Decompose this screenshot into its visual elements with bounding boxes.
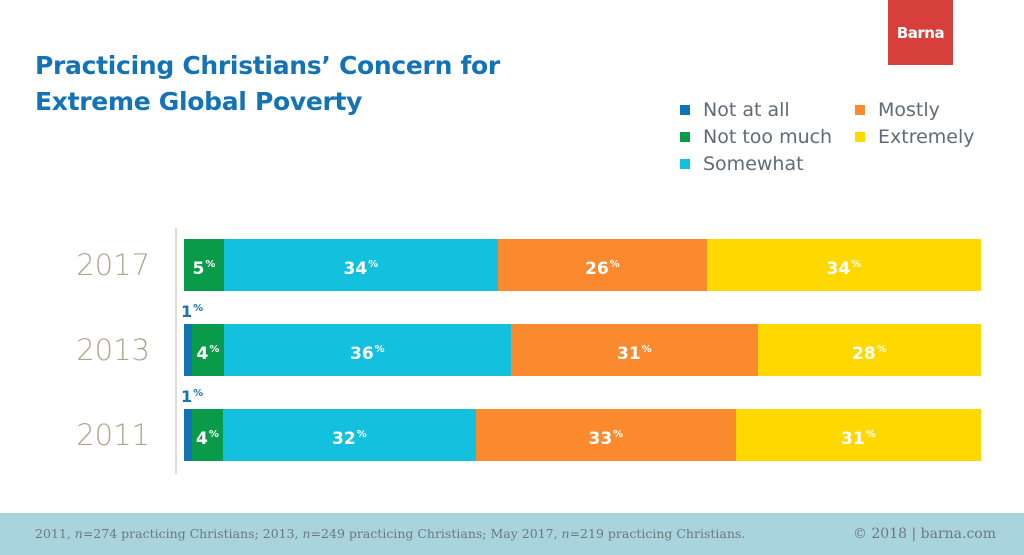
bar-segment: 28% xyxy=(758,324,981,376)
data-label: 33% xyxy=(588,429,624,449)
data-label: 32% xyxy=(332,429,367,449)
data-label: 4% xyxy=(196,429,219,449)
legend-label: Not at all xyxy=(703,99,790,121)
stacked-bar: 4% 32% 33% 31% xyxy=(184,409,981,461)
footnote-segment: n xyxy=(302,526,311,541)
bar-segment xyxy=(184,324,192,376)
sample-footnote: 2011, n=274 practicing Christians; 2013,… xyxy=(35,513,745,555)
bar-segment: 33% xyxy=(476,409,736,461)
legend-item: Not at all xyxy=(680,97,790,123)
data-label: 4% xyxy=(196,344,220,364)
stacked-bar: 5% 34% 26% 34% xyxy=(184,239,981,291)
data-label: 31% xyxy=(841,429,876,449)
category-label: 2013 xyxy=(76,333,150,367)
data-label: 36% xyxy=(350,344,385,364)
data-label: 31% xyxy=(617,344,652,364)
data-label-small: 1% xyxy=(181,302,204,321)
bar-segment xyxy=(184,409,192,461)
chart-title-line-2: Extreme Global Poverty xyxy=(35,87,363,116)
legend-item: Somewhat xyxy=(680,151,804,177)
bar-segment: 34% xyxy=(707,239,981,291)
legend-label: Mostly xyxy=(878,99,940,121)
bar-segment: 36% xyxy=(224,324,511,376)
bar-segment: 32% xyxy=(223,409,476,461)
legend-item: Not too much xyxy=(680,124,832,150)
bar-segment: 31% xyxy=(736,409,981,461)
legend-swatch xyxy=(680,132,690,142)
category-axis-line xyxy=(175,228,177,474)
chart-title: Practicing Christians’ Concern for Extre… xyxy=(35,48,595,120)
legend-swatch xyxy=(680,159,690,169)
chart-title-line-1: Practicing Christians’ Concern for xyxy=(35,51,500,80)
bar-segment: 26% xyxy=(498,239,707,291)
legend-swatch xyxy=(855,132,865,142)
legend-swatch xyxy=(855,105,865,115)
bar-segment: 31% xyxy=(511,324,758,376)
legend-swatch xyxy=(680,105,690,115)
footnote-segment: =249 practicing Christians; May 2017, xyxy=(310,526,562,541)
legend-label: Not too much xyxy=(703,126,833,148)
legend-label: Extremely xyxy=(878,126,975,148)
copyright: © 2018 | barna.com xyxy=(852,526,996,542)
data-label-small: 1% xyxy=(181,387,204,406)
bar-segment: 4% xyxy=(192,409,223,461)
footer-bar: 2011, n=274 practicing Christians; 2013,… xyxy=(0,513,1024,555)
bar-segment: 5% xyxy=(184,239,224,291)
barna-logo: Barna xyxy=(888,0,953,65)
category-label: 2017 xyxy=(76,248,150,282)
category-label: 2011 xyxy=(76,418,150,452)
data-label: 26% xyxy=(585,259,620,279)
footnote-segment: 2011, xyxy=(35,526,75,541)
legend-item: Mostly xyxy=(855,97,940,123)
data-label: 34% xyxy=(826,259,862,279)
data-label: 34% xyxy=(343,259,379,279)
bar-segment: 4% xyxy=(192,324,224,376)
footnote-segment: n xyxy=(561,526,570,541)
data-label: 5% xyxy=(192,259,216,279)
data-label: 28% xyxy=(852,344,887,364)
legend-label: Somewhat xyxy=(703,153,804,175)
footnote-segment: =219 practicing Christians. xyxy=(569,526,746,541)
legend-item: Extremely xyxy=(855,124,975,150)
bar-segment: 34% xyxy=(224,239,498,291)
footnote-segment: n xyxy=(74,526,83,541)
stacked-bar: 4% 36% 31% 28% xyxy=(184,324,981,376)
footnote-segment: =274 practicing Christians; 2013, xyxy=(82,526,303,541)
